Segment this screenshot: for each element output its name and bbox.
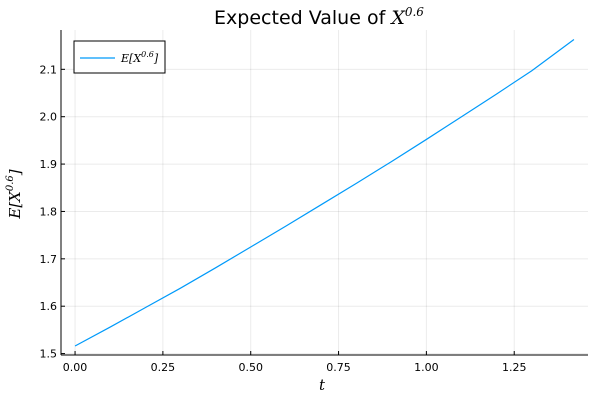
grid-lines [61, 30, 588, 355]
x-tick-label: 0.00 [63, 361, 88, 374]
chart-title: Expected Value of X0.6 [214, 5, 424, 29]
x-axis-label: t [319, 376, 326, 394]
legend-label: E[X0.6] [120, 50, 159, 65]
y-axis-label: E[X0.6] [5, 169, 24, 219]
y-tick-label: 2.1 [40, 63, 58, 76]
x-tick-label: 0.25 [151, 361, 176, 374]
legend: E[X0.6] [73, 40, 166, 74]
legend-box [73, 40, 166, 74]
y-tick-label: 2.0 [40, 111, 58, 124]
y-tick-label: 1.6 [40, 300, 58, 313]
y-tick-label: 1.5 [40, 348, 58, 361]
plot-frame [60, 30, 588, 356]
y-tick-label: 1.9 [40, 158, 58, 171]
y-tick-label: 1.7 [40, 253, 58, 266]
x-tick-label: 1.25 [502, 361, 527, 374]
y-ticks: 1.5 1.6 1.7 1.8 1.9 2.0 2.1 [40, 63, 65, 361]
x-tick-label: 1.00 [414, 361, 439, 374]
series-line [74, 38, 575, 347]
x-ticks: 0.00 0.25 0.50 0.75 1.00 1.25 [63, 351, 527, 374]
y-tick-label: 1.8 [40, 205, 58, 218]
x-tick-label: 0.50 [238, 361, 263, 374]
x-tick-label: 0.75 [326, 361, 351, 374]
series-layer [74, 38, 575, 347]
